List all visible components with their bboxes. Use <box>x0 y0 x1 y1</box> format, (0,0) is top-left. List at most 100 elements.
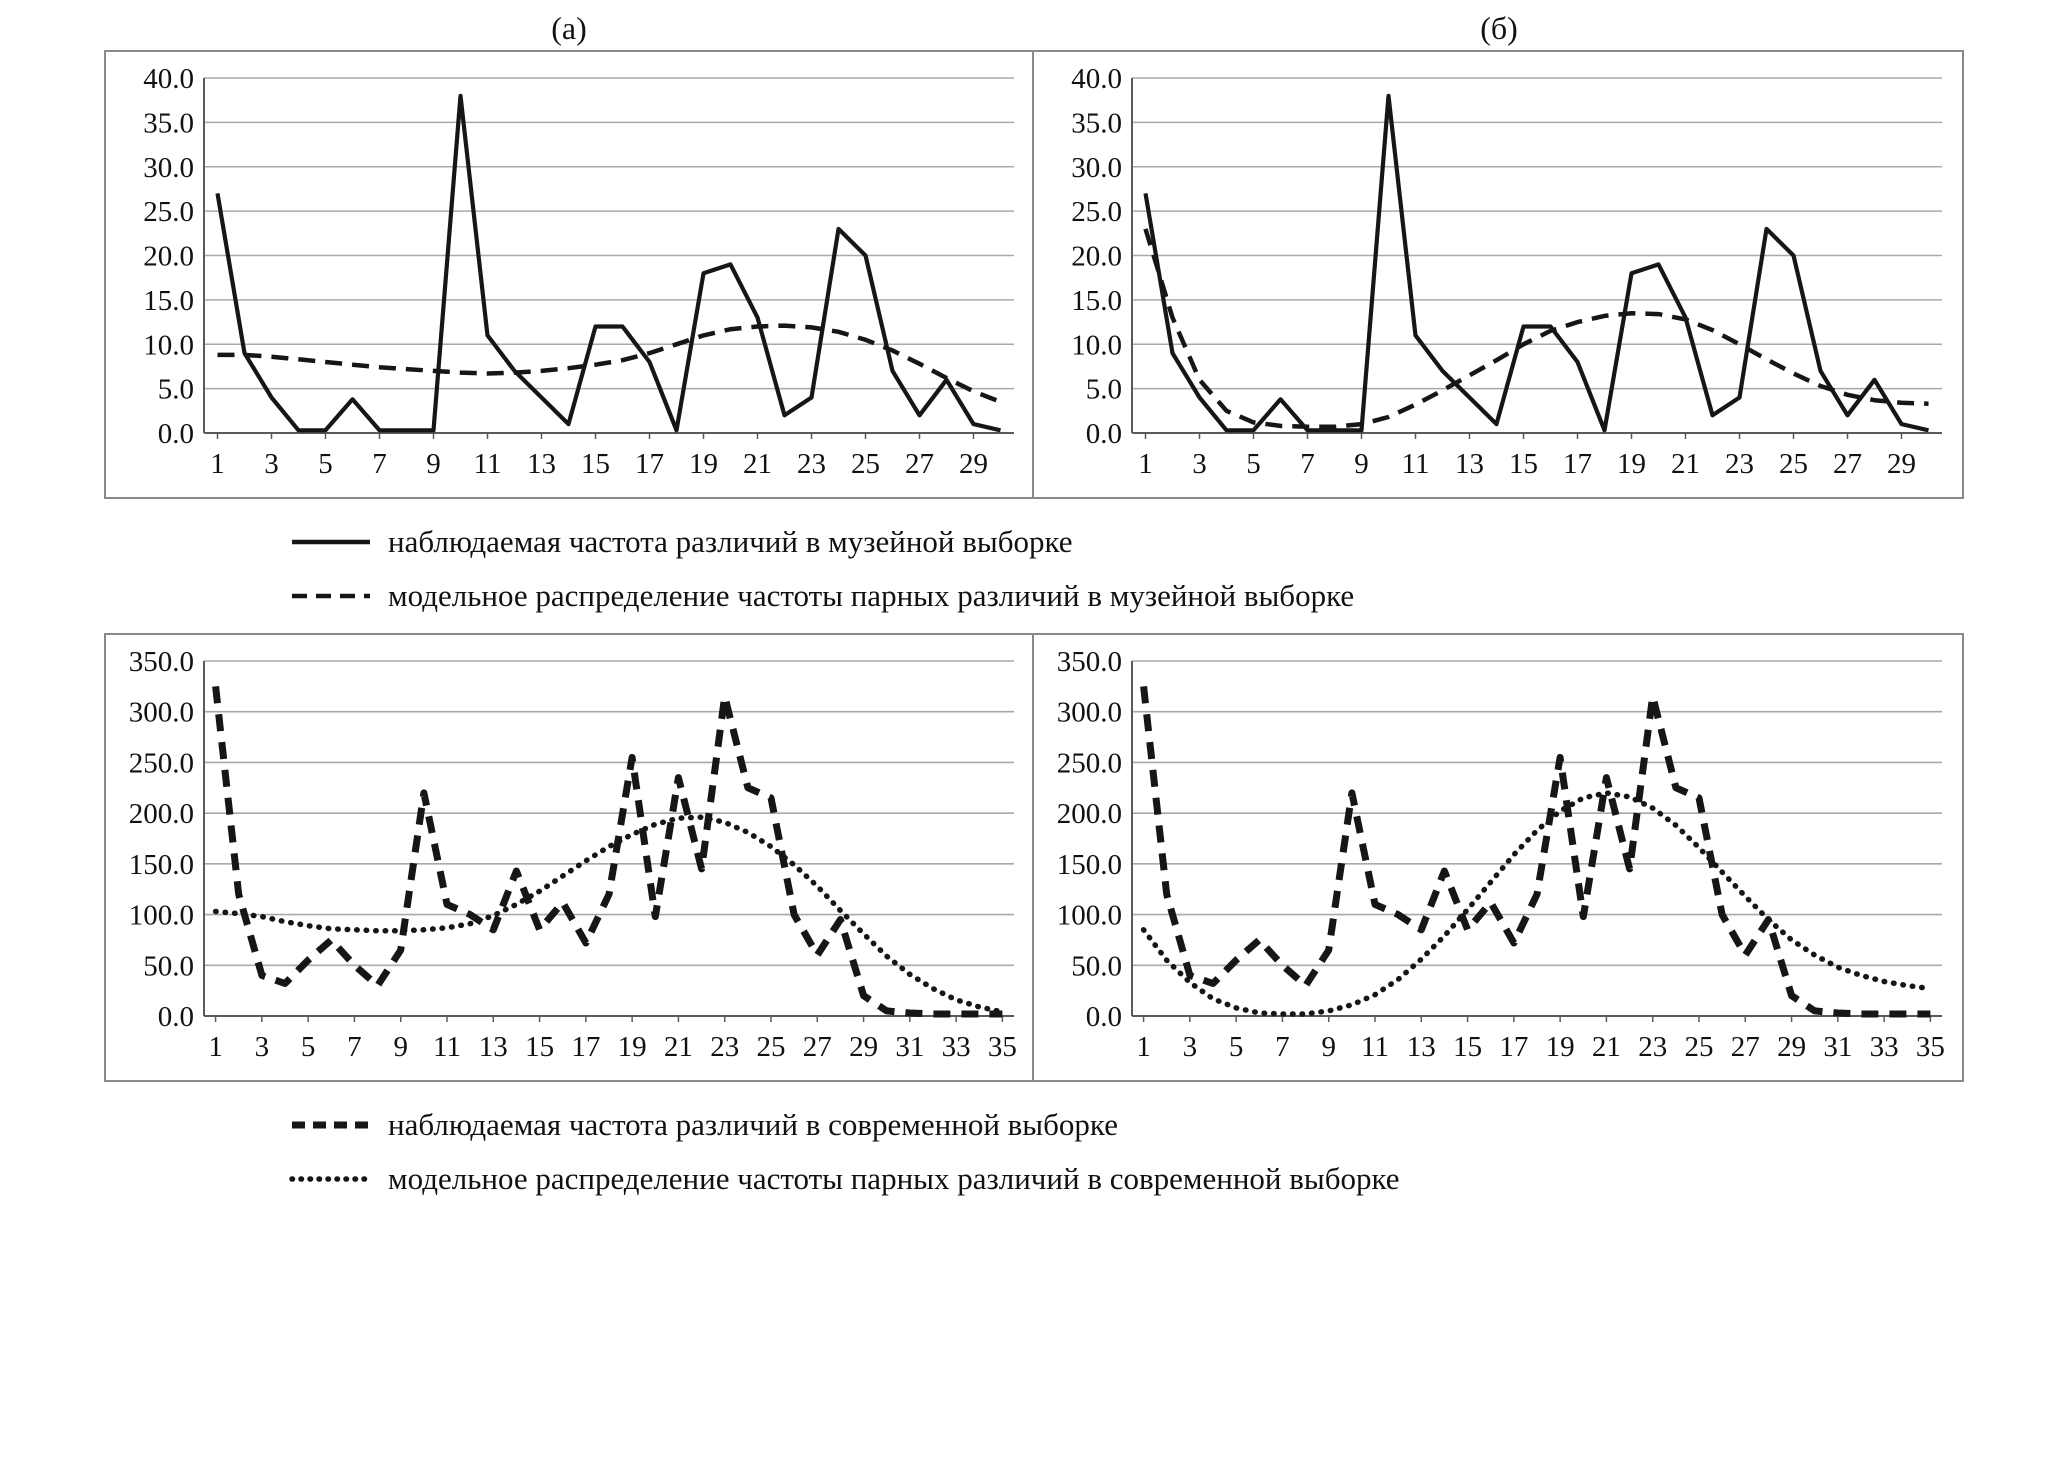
svg-text:1: 1 <box>208 1031 223 1063</box>
legend-item: модельное распределение частоты парных р… <box>288 569 2067 623</box>
svg-text:200.0: 200.0 <box>1057 798 1122 830</box>
svg-text:5.0: 5.0 <box>1086 374 1122 406</box>
top-chart-row: 0.0 5.0 10.0 15.0 20.0 25.0 30.0 35.0 40.0 1 3 5 7 9 1… <box>104 50 1964 499</box>
svg-text:19: 19 <box>689 448 718 480</box>
svg-text:25: 25 <box>757 1031 786 1063</box>
svg-text:17: 17 <box>1563 448 1592 480</box>
panel-top-right: 0.0 5.0 10.0 15.0 20.0 25.0 30.0 35.0 40.0 1 3 5 7 9 1… <box>1034 50 1964 499</box>
svg-text:13: 13 <box>527 448 556 480</box>
svg-text:100.0: 100.0 <box>1057 900 1122 932</box>
svg-text:5: 5 <box>1246 448 1261 480</box>
svg-text:19: 19 <box>1617 448 1646 480</box>
svg-text:9: 9 <box>393 1031 408 1063</box>
svg-text:200.0: 200.0 <box>129 798 194 830</box>
svg-text:11: 11 <box>1361 1031 1389 1063</box>
panel-top-left: 0.0 5.0 10.0 15.0 20.0 25.0 30.0 35.0 40.0 1 3 5 7 9 1… <box>104 50 1034 499</box>
svg-text:19: 19 <box>618 1031 647 1063</box>
svg-text:15: 15 <box>525 1031 554 1063</box>
svg-text:100.0: 100.0 <box>129 900 194 932</box>
legend-item: наблюдаемая частота различий в современн… <box>288 1098 2067 1152</box>
svg-text:23: 23 <box>1638 1031 1667 1063</box>
svg-text:27: 27 <box>1833 448 1862 480</box>
svg-text:7: 7 <box>347 1031 362 1063</box>
svg-text:35: 35 <box>1916 1031 1945 1063</box>
svg-text:21: 21 <box>1671 448 1700 480</box>
svg-text:17: 17 <box>571 1031 600 1063</box>
svg-text:30.0: 30.0 <box>143 152 194 184</box>
legend-item: наблюдаемая частота различий в музейной … <box>288 515 2067 569</box>
svg-text:150.0: 150.0 <box>1057 849 1122 881</box>
solid-line-sample-icon <box>292 539 370 545</box>
svg-text:350.0: 350.0 <box>1057 646 1122 678</box>
svg-text:250.0: 250.0 <box>129 747 194 779</box>
heavy-dashed-line-sample-icon <box>292 1121 370 1129</box>
svg-text:27: 27 <box>1731 1031 1760 1063</box>
column-labels: (а) (б) <box>104 10 1964 46</box>
svg-text:350.0: 350.0 <box>129 646 194 678</box>
svg-text:25.0: 25.0 <box>143 196 194 228</box>
legend-label: модельное распределение частоты парных р… <box>388 1161 1400 1196</box>
svg-text:3: 3 <box>255 1031 270 1063</box>
panel-bottom-left: 0.0 50.0 100.0 150.0 200.0 250.0 300.0 350.0 1 3 5… <box>104 633 1034 1082</box>
svg-text:150.0: 150.0 <box>129 849 194 881</box>
svg-text:250.0: 250.0 <box>1057 747 1122 779</box>
legend-item: модельное распределение частоты парных р… <box>288 1152 2067 1206</box>
svg-text:1: 1 <box>210 448 225 480</box>
svg-text:35.0: 35.0 <box>1071 107 1122 139</box>
svg-text:30.0: 30.0 <box>1071 152 1122 184</box>
svg-text:300.0: 300.0 <box>1057 697 1122 729</box>
svg-text:13: 13 <box>479 1031 508 1063</box>
svg-text:5: 5 <box>301 1031 316 1063</box>
svg-text:35.0: 35.0 <box>143 107 194 139</box>
svg-text:21: 21 <box>664 1031 693 1063</box>
svg-text:23: 23 <box>1725 448 1754 480</box>
svg-text:7: 7 <box>372 448 387 480</box>
svg-text:40.0: 40.0 <box>1071 63 1122 95</box>
svg-text:25: 25 <box>1685 1031 1714 1063</box>
svg-text:27: 27 <box>905 448 934 480</box>
svg-text:31: 31 <box>1823 1031 1852 1063</box>
svg-text:11: 11 <box>1402 448 1430 480</box>
chart-museum-observed-vs-model-b: 0.05.010.015.020.025.030.035.040.01 3 5 7 9 1… <box>1071 63 1942 480</box>
legend-label: модельное распределение частоты парных р… <box>388 578 1355 613</box>
svg-text:7: 7 <box>1275 1031 1290 1063</box>
svg-text:0.0: 0.0 <box>1086 418 1122 450</box>
svg-text:9: 9 <box>1321 1031 1336 1063</box>
svg-text:25.0: 25.0 <box>1071 196 1122 228</box>
svg-text:17: 17 <box>635 448 664 480</box>
svg-text:15.0: 15.0 <box>1071 285 1122 317</box>
svg-text:40.0: 40.0 <box>143 63 194 95</box>
svg-text:13: 13 <box>1455 448 1484 480</box>
svg-text:23: 23 <box>797 448 826 480</box>
svg-text:19: 19 <box>1546 1031 1575 1063</box>
svg-text:9: 9 <box>1354 448 1369 480</box>
svg-text:21: 21 <box>1592 1031 1621 1063</box>
svg-text:5.0: 5.0 <box>158 374 194 406</box>
svg-text:0.0: 0.0 <box>1086 1001 1122 1033</box>
svg-text:25: 25 <box>851 448 880 480</box>
legend-label: наблюдаемая частота различий в современн… <box>388 1107 1118 1142</box>
svg-text:0.0: 0.0 <box>158 418 194 450</box>
svg-text:13: 13 <box>1407 1031 1436 1063</box>
svg-text:3: 3 <box>1192 448 1207 480</box>
svg-text:3: 3 <box>264 448 279 480</box>
svg-text:33: 33 <box>1870 1031 1899 1063</box>
svg-text:20.0: 20.0 <box>1071 241 1122 273</box>
svg-text:17: 17 <box>1499 1031 1528 1063</box>
svg-text:1: 1 <box>1138 448 1153 480</box>
legend-top: наблюдаемая частота различий в музейной … <box>288 515 2067 623</box>
svg-text:29: 29 <box>1887 448 1916 480</box>
column-label-b: (б) <box>1480 10 1518 46</box>
svg-text:27: 27 <box>803 1031 832 1063</box>
svg-text:50.0: 50.0 <box>143 950 194 982</box>
svg-text:33: 33 <box>942 1031 971 1063</box>
svg-text:0.0: 0.0 <box>158 1001 194 1033</box>
svg-text:11: 11 <box>474 448 502 480</box>
svg-text:29: 29 <box>849 1031 878 1063</box>
svg-text:3: 3 <box>1183 1031 1198 1063</box>
svg-text:31: 31 <box>895 1031 924 1063</box>
chart-museum-observed-vs-model-a: 0.05.010.015.020.025.030.035.040.01 3 5 7 9 1… <box>143 63 1014 480</box>
